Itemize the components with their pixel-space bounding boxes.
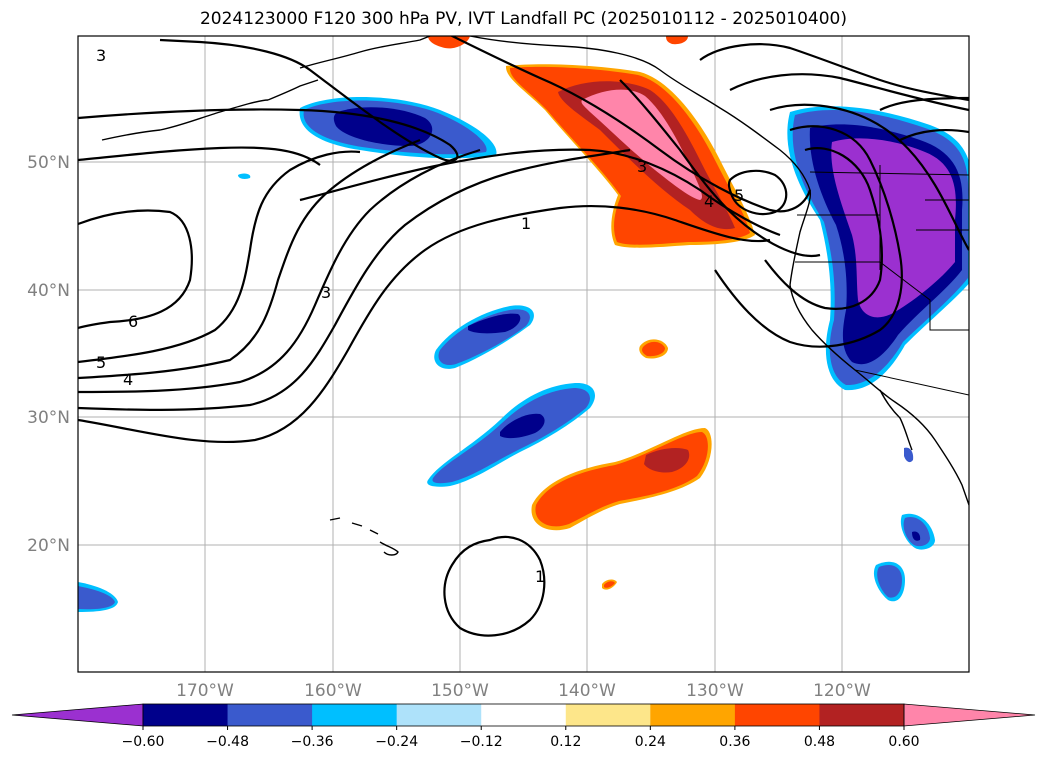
contour-labels: 3 1 3 6 5 4 3 4 5 1 [96, 46, 744, 586]
colorbar-segment [396, 704, 482, 726]
contour-line [769, 103, 969, 251]
contour-line [449, 36, 812, 213]
colorbar-extend-low [11, 703, 144, 727]
lon-label: 140°W [558, 681, 616, 701]
contour-line [78, 209, 193, 330]
contour-line [764, 147, 884, 310]
colorbar-segment [312, 704, 398, 726]
contour-label: 5 [734, 186, 744, 205]
colorbar-tick-label: −0.24 [375, 734, 418, 750]
colorbar-tick-label: 0.48 [804, 734, 835, 750]
lat-label: 20°N [27, 536, 70, 556]
contour-line [714, 125, 903, 348]
lat-label: 40°N [27, 281, 70, 301]
colorbar-tick-label: −0.12 [460, 734, 503, 750]
contour-line [78, 204, 771, 444]
lon-label: 170°W [176, 681, 234, 701]
lon-label: 160°W [304, 681, 362, 701]
contour-label: 3 [637, 157, 647, 176]
contour-line [729, 73, 969, 112]
contour-line [78, 150, 361, 364]
longitude-labels: 170°W 160°W 150°W 140°W 130°W 120°W [176, 681, 871, 701]
colorbar-segment [650, 704, 736, 726]
colorbar-segment [819, 704, 905, 726]
coastlines [101, 36, 969, 556]
colorbar-tick-label: −0.36 [291, 734, 334, 750]
map-title: 2024123000 F120 300 hPa PV, IVT Landfall… [199, 9, 847, 29]
negative-pv-regions [78, 96, 969, 612]
colorbar-extend-high [903, 703, 1036, 727]
colorbar-segment [565, 704, 651, 726]
lon-label: 130°W [686, 681, 744, 701]
contour-line [879, 96, 969, 111]
contour-line [727, 169, 788, 216]
contour-line [78, 138, 421, 380]
colorbar-tick-label: 0.36 [719, 734, 750, 750]
contour-line [78, 146, 321, 166]
contour-label: 5 [96, 353, 106, 372]
lat-label: 50°N [27, 153, 70, 173]
colorbar-tick-label: 0.60 [888, 734, 919, 750]
colorbar-tick-label: −0.48 [206, 734, 249, 750]
contour-line [899, 128, 969, 141]
contour-line [699, 43, 969, 102]
contour-line [78, 38, 459, 162]
contour-label: 1 [535, 567, 545, 586]
contour-line [443, 535, 546, 637]
colorbar-tick-label: −0.60 [122, 734, 165, 750]
lon-label: 120°W [813, 681, 871, 701]
contour-label: 6 [128, 312, 138, 331]
pv-contours [78, 36, 969, 637]
colorbar: −0.60 −0.48 −0.36 −0.24 −0.12 0.12 0.24 0.36 0.4… [11, 703, 1036, 750]
contour-label: 3 [321, 283, 331, 302]
contour-label: 1 [521, 214, 531, 233]
lon-label: 150°W [431, 681, 489, 701]
colorbar-tick-label: 0.12 [550, 734, 581, 750]
contour-line [78, 148, 631, 411]
contour-label: 3 [96, 46, 106, 65]
colorbar-segment [143, 704, 229, 726]
colorbar-frame [142, 703, 905, 727]
lat-label: 30°N [27, 408, 70, 428]
contour-line [619, 79, 821, 258]
contour-line [299, 148, 781, 237]
contour-line [78, 148, 481, 394]
map-frame [77, 35, 970, 673]
contour-label: 4 [704, 192, 714, 211]
latitude-labels: 50°N 40°N 30°N 20°N [27, 153, 70, 556]
contour-label: 4 [123, 370, 133, 389]
colorbar-tick-label: 0.24 [635, 734, 666, 750]
colorbar-segment [734, 704, 820, 726]
colorbar-segment [227, 704, 313, 726]
state-borders [795, 165, 969, 396]
colorbar-segment [481, 704, 567, 726]
